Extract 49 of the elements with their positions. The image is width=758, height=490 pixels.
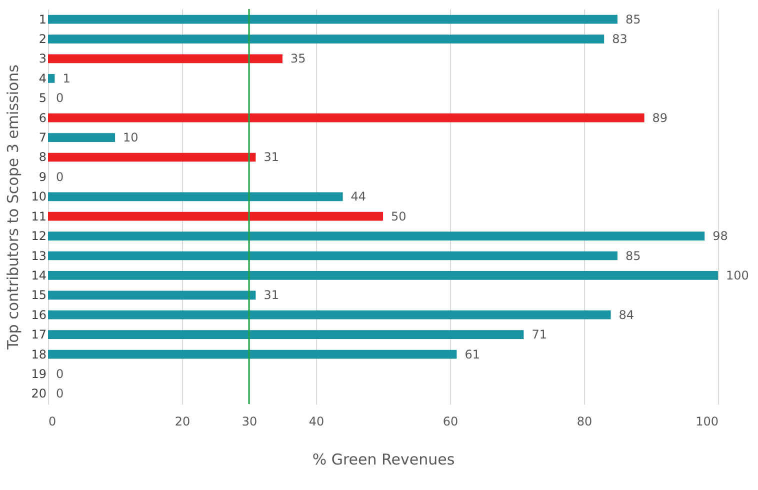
x-tick-label: 30	[242, 414, 258, 428]
y-tick-label: 18	[31, 347, 46, 362]
x-tick-label: 100	[696, 414, 718, 428]
data-label: 0	[56, 386, 64, 401]
data-label: 71	[532, 328, 547, 342]
x-tick-label: 0	[48, 414, 56, 428]
y-tick-label: 11	[31, 209, 46, 224]
data-label: 0	[56, 170, 64, 184]
data-label: 85	[626, 12, 641, 26]
y-tick-label: 4	[38, 71, 46, 86]
y-tick-label: 16	[31, 308, 46, 322]
y-tick-label: 14	[31, 268, 46, 282]
y-tick-label: 7	[38, 130, 46, 145]
y-tick-label: 9	[38, 170, 46, 184]
y-tick-label: 5	[38, 91, 46, 106]
data-label: 85	[626, 248, 641, 263]
data-label: 84	[618, 308, 634, 322]
y-tick-label: 17	[31, 328, 46, 342]
data-label: 10	[123, 130, 138, 145]
data-label: 44	[350, 190, 366, 204]
data-label: 0	[56, 91, 64, 106]
x-tick-label: 60	[442, 414, 458, 428]
y-tick-label: 10	[31, 190, 46, 204]
y-tick-label: 20	[31, 386, 46, 401]
data-label: 0	[56, 366, 64, 381]
y-tick-label: 8	[38, 150, 46, 164]
x-tick-label: 20	[174, 414, 190, 428]
y-tick-label: 13	[31, 248, 46, 263]
data-label: 61	[464, 347, 480, 362]
data-label: 100	[726, 268, 749, 282]
y-tick-label: 12	[31, 229, 46, 244]
y-tick-label: 2	[38, 32, 46, 46]
y-tick-label: 6	[38, 110, 46, 125]
data-label: 1	[62, 71, 70, 86]
y-tick-label: 1	[38, 12, 46, 26]
x-axis-title: % Green Revenues	[312, 450, 455, 468]
y-tick-label: 15	[31, 288, 46, 302]
x-tick-label: 40	[308, 414, 324, 428]
y-axis-title: Top contributors to Scope 3 emissions	[4, 64, 22, 350]
data-label: 35	[290, 52, 306, 66]
y-tick-label: 19	[31, 366, 46, 381]
data-label: 89	[652, 110, 668, 125]
data-label: 83	[612, 32, 628, 46]
data-label: 31	[264, 150, 279, 164]
data-label: 50	[391, 209, 406, 224]
y-tick-label: 3	[38, 52, 46, 66]
data-label: 98	[712, 229, 728, 244]
x-tick-label: 80	[576, 414, 592, 428]
data-label: 31	[264, 288, 279, 302]
